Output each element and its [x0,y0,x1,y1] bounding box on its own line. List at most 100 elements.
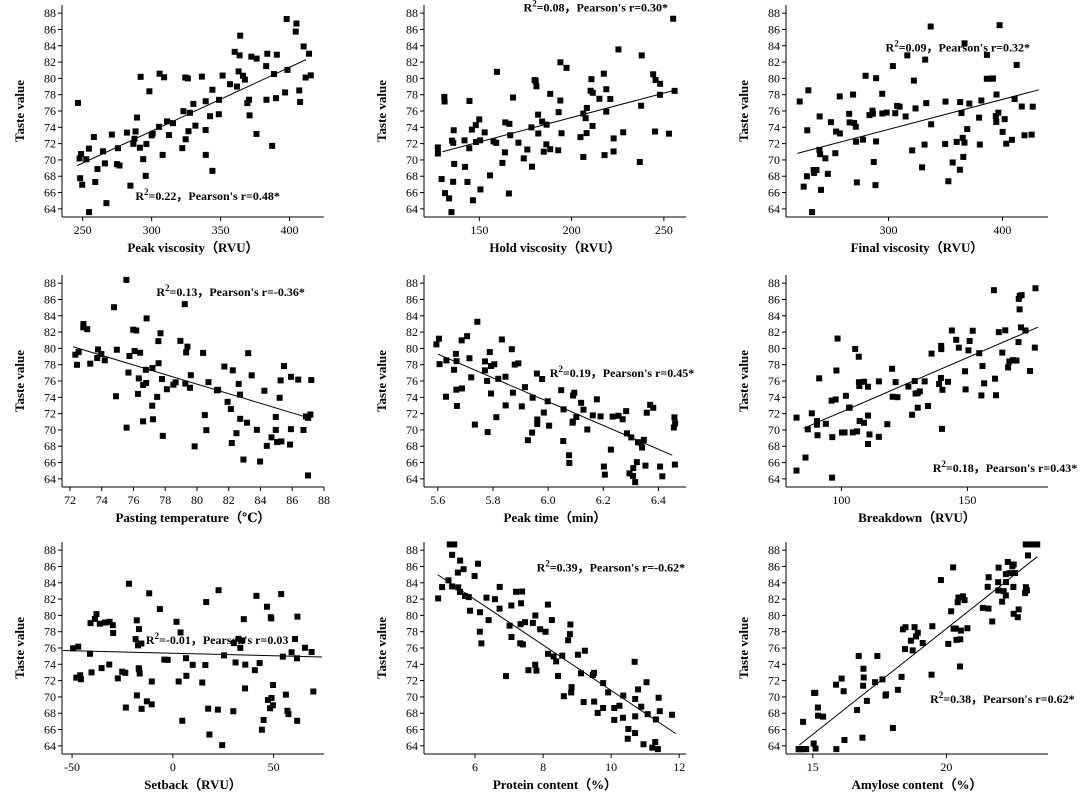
data-point [101,357,108,364]
data-point [203,599,210,606]
data-point [182,655,189,662]
data-point [838,675,845,682]
data-point [161,74,168,81]
y-tick-label: 82 [768,55,780,69]
y-tick-label: 84 [44,309,56,323]
data-point [596,95,603,102]
data-point [841,736,848,743]
data-point [555,109,562,116]
data-point [146,88,153,95]
data-point [577,134,584,141]
data-point [540,409,547,416]
x-tick-label: 200 [563,223,581,237]
data-point [976,350,983,357]
data-point [976,141,983,148]
y-tick-label: 80 [44,341,56,355]
y-tick-label: 80 [768,608,780,622]
data-point [855,353,862,360]
data-point [904,52,911,59]
subplot-2: 64 66 68 70 72 74 76 78 80 82 84 86 88 150 200 250 Hold … [374,0,686,255]
y-tick-label: 78 [44,358,56,372]
data-point [75,349,82,356]
data-point [894,686,901,693]
data-point [978,392,985,399]
data-point [481,129,488,136]
data-point [640,741,647,748]
y-tick-label: 68 [44,706,56,720]
data-point [594,709,601,716]
data-point [180,108,187,115]
data-point [305,414,312,421]
data-point [909,411,916,418]
data-point [914,629,921,636]
data-point [477,609,484,616]
y-tick-label: 80 [406,608,418,622]
data-point [235,635,242,642]
data-point [524,437,531,444]
data-point [1006,570,1013,577]
y-tick-label: 72 [44,407,56,421]
data-point [477,137,484,144]
data-point [125,369,132,376]
data-group [435,541,677,753]
y-tick-label: 68 [768,439,780,453]
data-point [246,112,253,119]
data-point [508,602,515,609]
data-point [959,593,966,600]
data-point [992,392,999,399]
data-point [960,153,967,160]
data-point [282,691,289,698]
data-point [942,98,949,105]
data-point [1022,541,1029,548]
data-point [471,421,478,428]
data-point [237,415,244,422]
data-point [292,28,299,35]
y-tick-label: 76 [406,374,418,388]
y-tick-label: 84 [44,39,56,53]
data-point [450,178,457,185]
data-point [996,22,1003,29]
data-point [484,377,491,384]
data-point [836,93,843,100]
y-tick-label: 74 [44,657,56,671]
data-point [856,418,863,425]
data-point [813,421,820,428]
data-point [558,387,565,394]
data-point [638,703,645,710]
y-tick-label: 66 [406,186,418,200]
data-point [244,100,251,107]
y-tick-label: 78 [44,88,56,102]
data-point [912,105,919,112]
data-point [136,670,143,677]
data-point [852,123,859,130]
data-point [239,72,246,79]
data-point [600,70,607,77]
data-group [795,541,1041,753]
annotation: R2=0.13，Pearson's r=-0.36* [156,283,305,299]
data-point [294,613,301,620]
y-tick-label: 74 [768,120,780,134]
data-point [1006,358,1013,365]
data-point [589,412,596,419]
data-point [206,731,213,738]
data-point [1000,588,1007,595]
data-point [671,87,678,94]
data-point [670,424,677,431]
data-point [458,337,465,344]
data-point [793,467,800,474]
y-tick-label: 64 [44,739,56,753]
data-point [302,74,309,81]
data-point [481,358,488,365]
y-axis-label: Taste value [374,350,389,412]
data-point [87,360,94,367]
data-point [928,671,935,678]
data-point [953,138,960,145]
data-point [224,398,231,405]
data-point [957,636,964,643]
y-tick-label: 72 [406,137,418,151]
x-tick-label: 350 [212,223,230,237]
data-point [804,426,811,433]
data-point [583,105,590,112]
y-tick-label: 72 [406,674,418,688]
